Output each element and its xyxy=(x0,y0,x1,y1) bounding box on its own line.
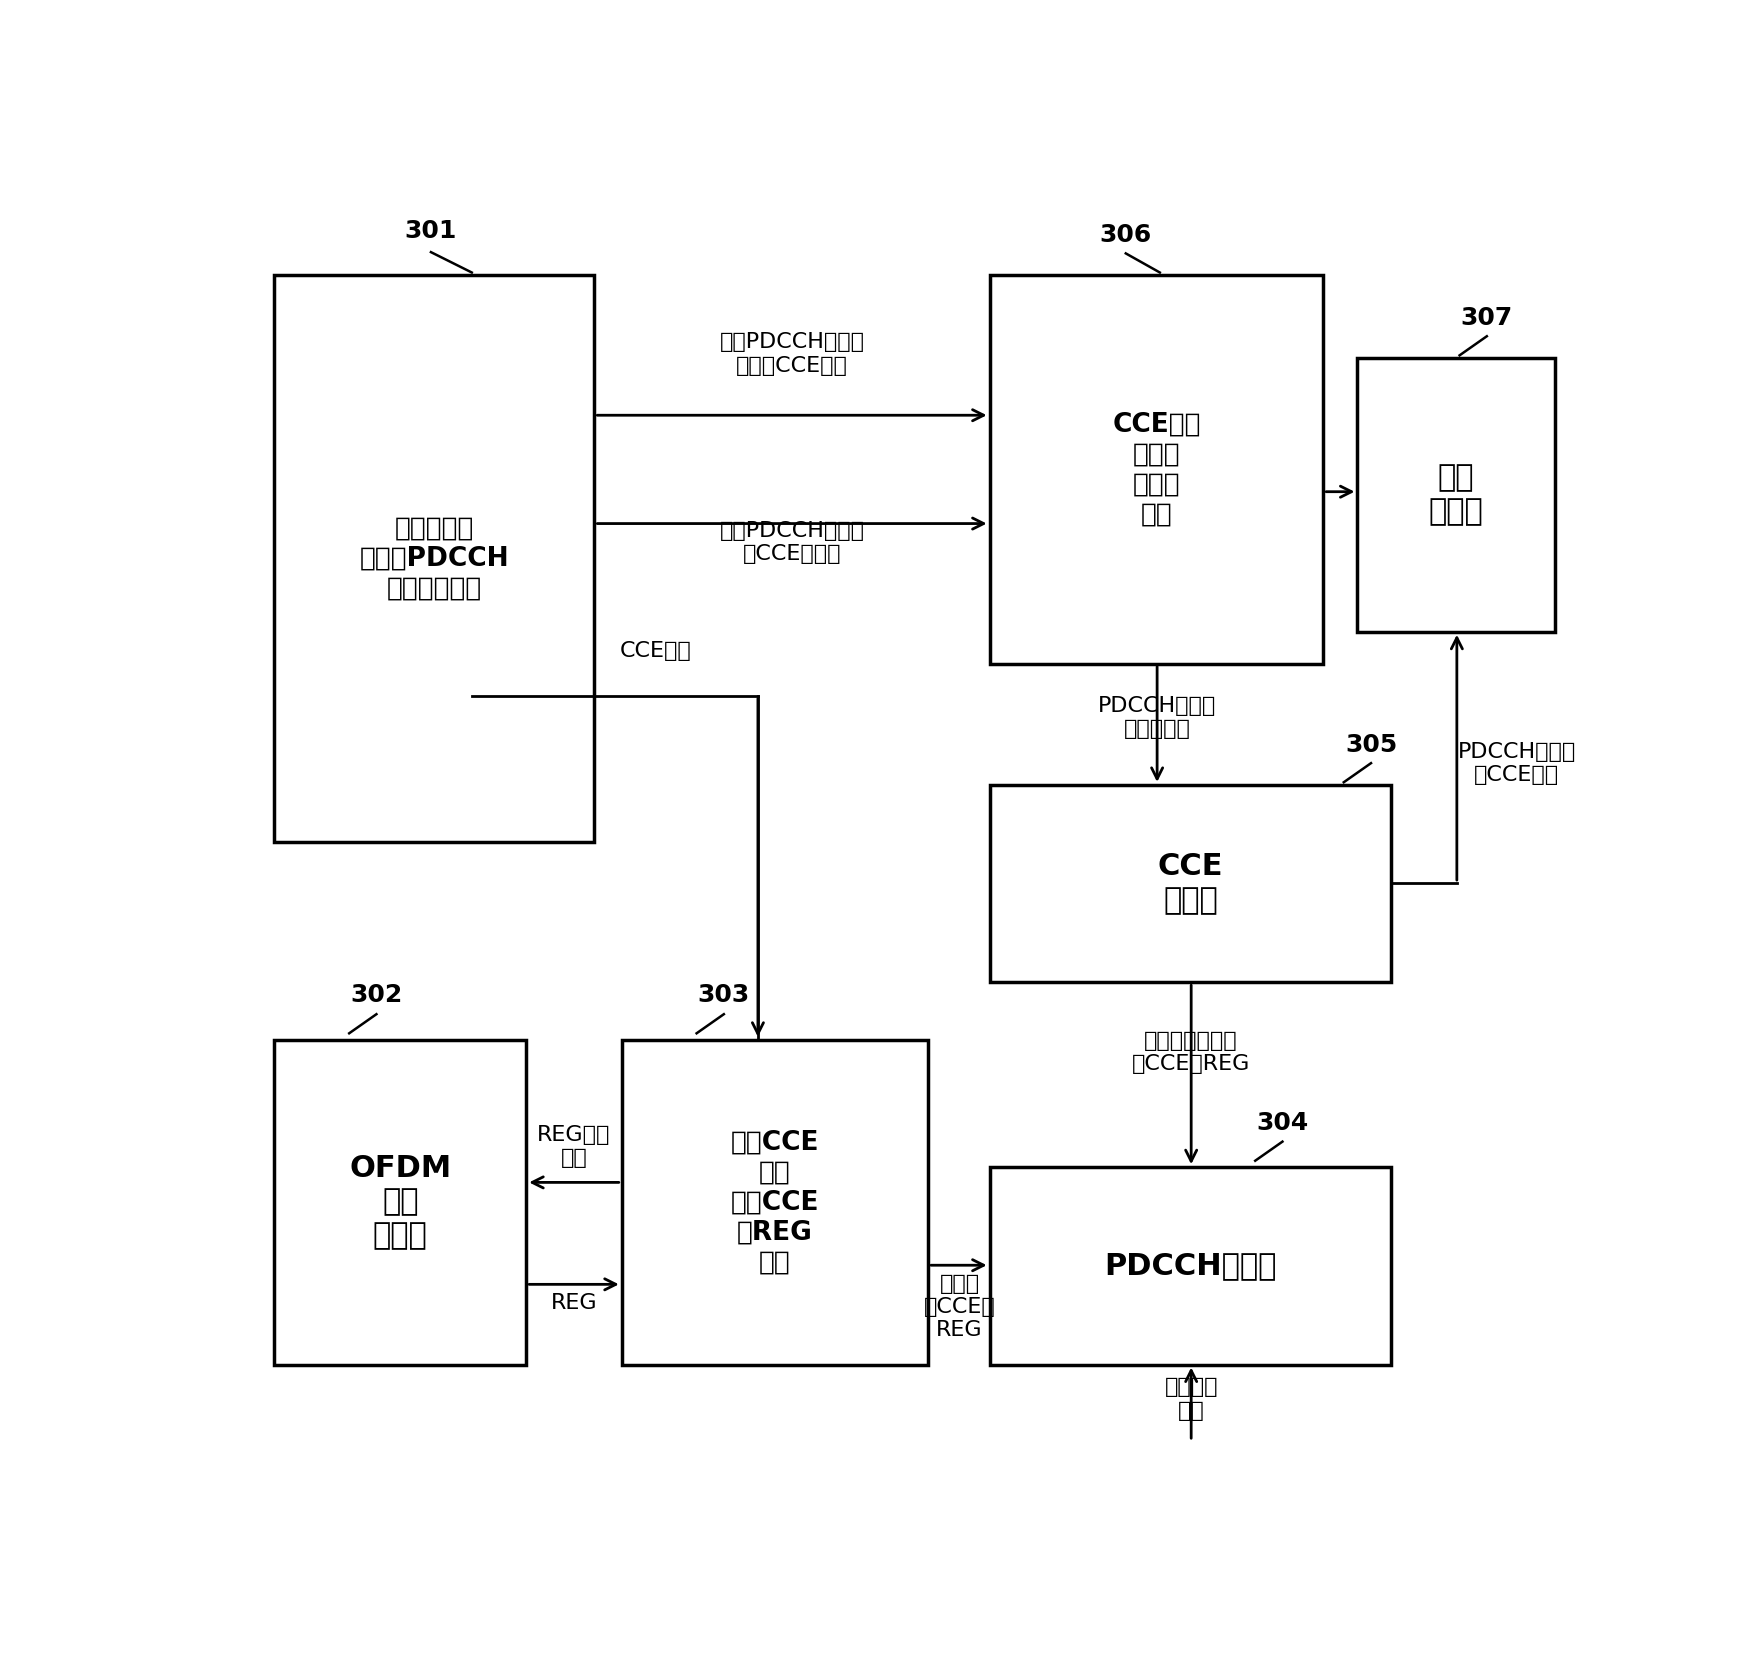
Text: 307: 307 xyxy=(1460,306,1513,329)
Text: 预处理单元
（计算PDCCH
候选者信息）: 预处理单元 （计算PDCCH 候选者信息） xyxy=(360,516,510,602)
Text: 经解调的感兴趣
的CCE的REG: 经解调的感兴趣 的CCE的REG xyxy=(1132,1031,1249,1074)
Text: 信道状态
信息: 信道状态 信息 xyxy=(1163,1377,1218,1420)
Bar xyxy=(989,784,1390,983)
Text: 305: 305 xyxy=(1344,733,1397,756)
Text: 每个PDCCH候选者
的CCE的数目: 每个PDCCH候选者 的CCE的数目 xyxy=(719,521,864,564)
Text: PDCCH解调器: PDCCH解调器 xyxy=(1103,1251,1276,1281)
Text: PDCCH候选者
的CCE数据: PDCCH候选者 的CCE数据 xyxy=(1457,741,1574,784)
Text: OFDM
符号
缓冲器: OFDM 符号 缓冲器 xyxy=(350,1154,452,1250)
Bar xyxy=(989,275,1323,664)
Text: 根据CCE
位图
读取CCE
的REG
数据: 根据CCE 位图 读取CCE 的REG 数据 xyxy=(731,1129,819,1274)
Text: CCE
缓冲器: CCE 缓冲器 xyxy=(1158,852,1223,915)
Bar xyxy=(274,1039,525,1365)
Text: PDCCH候选者
的读取地址: PDCCH候选者 的读取地址 xyxy=(1098,695,1216,738)
Text: CCE位图: CCE位图 xyxy=(620,640,691,660)
Bar xyxy=(274,275,594,842)
Text: REG读取
地址: REG读取 地址 xyxy=(538,1125,610,1168)
Bar xyxy=(622,1039,928,1365)
Text: 302: 302 xyxy=(350,983,402,1006)
Text: REG: REG xyxy=(550,1294,597,1314)
Text: 301: 301 xyxy=(404,218,457,243)
Text: 卷积
解码器: 卷积 解码器 xyxy=(1428,463,1483,526)
Text: 306: 306 xyxy=(1100,223,1151,247)
Text: 304: 304 xyxy=(1256,1111,1307,1135)
Bar xyxy=(989,1167,1390,1365)
Text: 303: 303 xyxy=(698,983,750,1006)
Text: 感兴趣
的CCE的
REG: 感兴趣 的CCE的 REG xyxy=(922,1274,994,1341)
Bar xyxy=(1356,357,1555,632)
Text: CCE缓冲
器读取
地址生
成器: CCE缓冲 器读取 地址生 成器 xyxy=(1112,412,1200,528)
Text: 每个PDCCH候选者
的起始CCE索引: 每个PDCCH候选者 的起始CCE索引 xyxy=(719,333,864,376)
